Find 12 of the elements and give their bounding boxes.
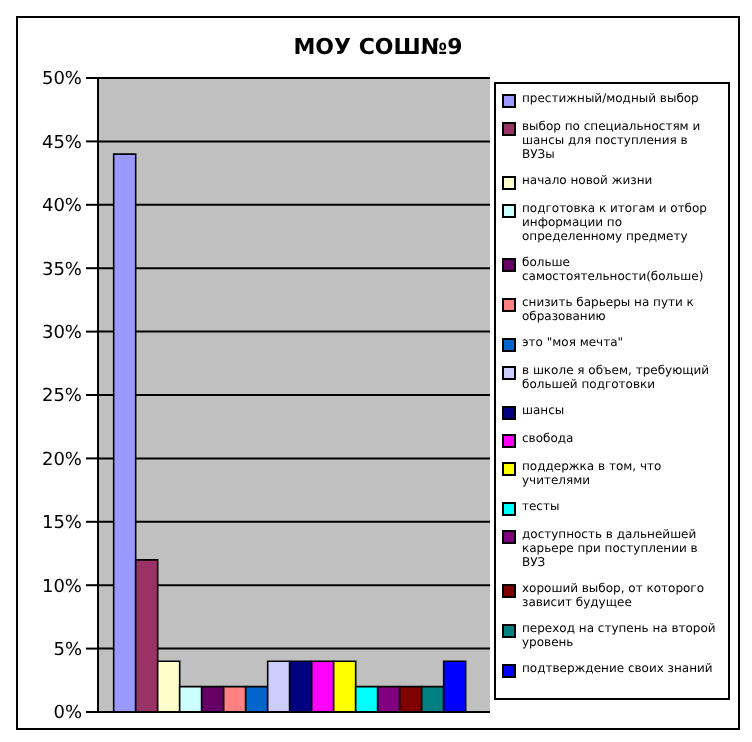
y-tick-label: 35%: [41, 260, 83, 281]
y-tick-label: 5%: [53, 640, 83, 661]
y-tick-label: 15%: [41, 514, 83, 535]
y-tick-label: 10%: [41, 577, 83, 598]
y-tick-label: 45%: [41, 133, 83, 154]
y-tick-label: 0%: [53, 704, 83, 725]
y-tick-label: 40%: [41, 197, 83, 218]
y-tick-label: 25%: [41, 387, 83, 408]
y-tick-label: 20%: [41, 450, 83, 471]
y-tick-label: 50%: [41, 70, 83, 91]
y-tick-label: 30%: [41, 323, 83, 344]
chart-title: МОУ СОШ№9: [291, 34, 465, 60]
